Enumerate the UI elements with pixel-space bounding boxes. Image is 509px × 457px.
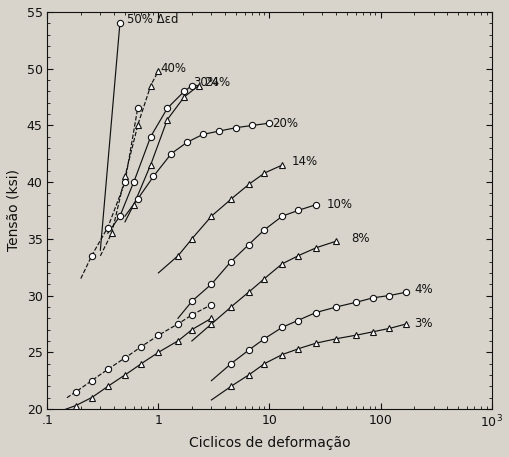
Text: 10%: 10%: [326, 198, 352, 211]
Text: 50% Δεd: 50% Δεd: [127, 13, 178, 27]
Text: 40%: 40%: [160, 62, 186, 75]
Y-axis label: Tensão (ksi): Tensão (ksi): [7, 170, 21, 251]
Text: 14%: 14%: [292, 155, 318, 168]
Text: 8%: 8%: [351, 232, 370, 245]
Text: 24%: 24%: [204, 76, 230, 89]
X-axis label: Ciclicos de deformação: Ciclicos de deformação: [188, 436, 350, 450]
Text: 3%: 3%: [413, 318, 432, 330]
Text: 4%: 4%: [413, 283, 432, 297]
Text: 30%: 30%: [193, 76, 218, 89]
Text: 20%: 20%: [271, 117, 297, 130]
